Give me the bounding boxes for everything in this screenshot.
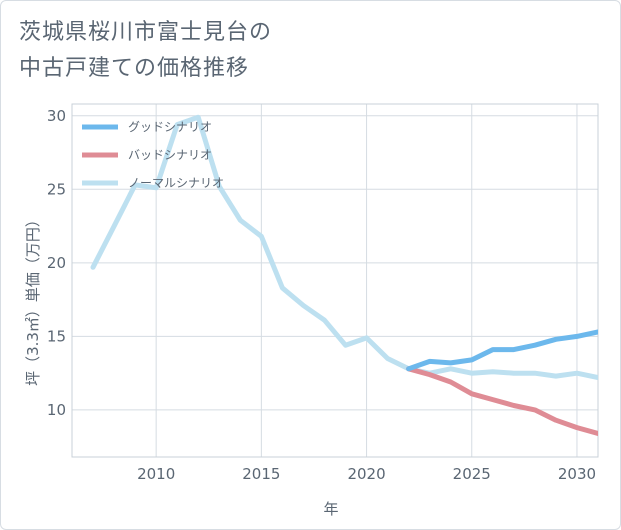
y-tick-label: 25 [47,180,66,198]
x-axis-title: 年 [323,500,338,518]
y-tick-labels: 10 15 20 25 30 [47,107,66,419]
x-tick-label: 2020 [347,465,385,483]
plot-area [71,103,599,458]
y-tick-label: 10 [47,401,66,419]
gridlines [72,104,598,457]
y-tick-label: 15 [47,327,66,345]
x-tick-label: 2015 [242,465,280,483]
series-line-2 [90,114,598,381]
legend-label: バッドシナリオ [128,148,212,162]
x-tick-labels: 2010 2015 2020 2025 2030 [137,465,596,483]
y-tick-label: 30 [47,107,66,125]
y-tick-label: 20 [47,254,66,272]
chart-title-line-2: 中古戸建ての価格推移 [19,56,250,81]
legend-label: ノーマルシナリオ [128,176,224,190]
series-lines [90,114,598,436]
legend-label: グッドシナリオ [128,120,212,134]
chart-title: 茨城県桜川市富士見台の 中古戸建ての価格推移 [19,15,272,87]
x-tick-label: 2030 [558,465,596,483]
x-tick-label: 2025 [453,465,491,483]
x-tick-label: 2010 [137,465,175,483]
y-axis-title: 坪（3.3㎡）単価（万円） [24,212,42,386]
chart-title-line-1: 茨城県桜川市富士見台の [19,20,273,45]
series-line-1 [406,366,598,436]
series-line-0 [406,329,598,372]
